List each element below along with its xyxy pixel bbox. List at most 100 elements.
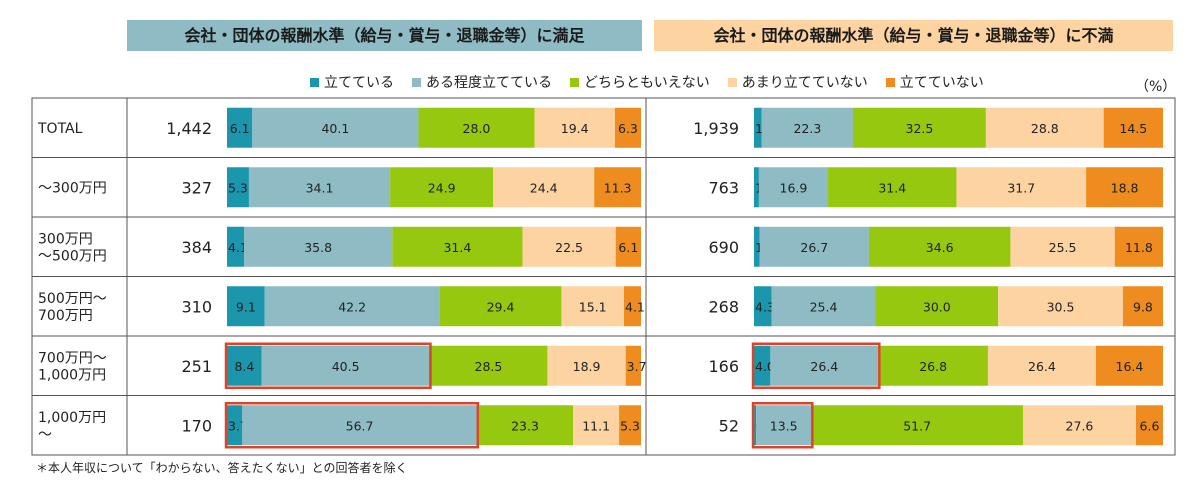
bar-segment	[1135, 405, 1163, 446]
legend-label: あまり立てていない	[741, 75, 868, 91]
bar-segment	[1022, 405, 1136, 446]
sample-size-label: 251	[181, 357, 212, 376]
bar-segment	[1086, 167, 1163, 208]
footnote: ＊本人年収について「わからない、答えたくない」との回答者を除く	[36, 461, 408, 475]
bar-segment	[754, 345, 771, 386]
bar-segment	[573, 405, 620, 446]
data-label: 3.7	[627, 359, 647, 374]
bar-segment	[429, 345, 548, 386]
bar-segment	[614, 107, 641, 148]
data-label: 18.9	[573, 359, 601, 374]
bar-segment	[547, 345, 626, 386]
data-label: 5.3	[228, 180, 248, 195]
data-label: 6.6	[1140, 418, 1160, 433]
bar-segment	[227, 286, 265, 327]
data-label: 30.0	[923, 299, 951, 314]
bar-segment	[594, 167, 641, 208]
bar-segment	[242, 405, 477, 446]
legend-item: どちらともいえない	[570, 72, 710, 92]
legend-label: 立てている	[324, 75, 394, 91]
data-label: 9.1	[236, 299, 256, 314]
data-label: 6.3	[618, 121, 638, 136]
row-category-label: 700万円	[38, 308, 93, 324]
legend-swatch	[885, 77, 895, 87]
bar-segment	[1122, 286, 1163, 327]
bar-segment	[756, 405, 812, 446]
data-label: 4.1	[228, 240, 248, 255]
legend-item: 立てている	[310, 72, 394, 92]
bar-segment	[998, 286, 1123, 327]
left-panel-title: 会社・団体の報酬水準（給与・賞与・退職金等）に満足	[127, 20, 642, 51]
data-label: 11.8	[1125, 240, 1153, 255]
data-label: 9.8	[1133, 299, 1153, 314]
sample-size-label: 384	[181, 238, 212, 257]
data-label: 6.1	[618, 240, 638, 255]
data-label: 40.5	[332, 359, 360, 374]
data-label: 22.5	[555, 240, 583, 255]
legend-swatch	[412, 77, 421, 87]
data-label: 4.0	[755, 359, 775, 374]
legend-label: ある程度立てている	[426, 75, 552, 91]
data-label: 29.4	[487, 299, 515, 314]
data-label: 13.5	[770, 418, 798, 433]
bar-segment	[227, 167, 249, 208]
row-category-label: 1,000万円	[38, 367, 106, 383]
bar-segment	[625, 345, 641, 386]
row-category-label: 700万円～	[38, 350, 107, 366]
legend-item: あまり立てていない	[727, 72, 868, 92]
bar-segment	[619, 405, 641, 446]
data-label: 5.3	[620, 418, 640, 433]
row-category-label: 300万円	[38, 231, 93, 247]
bar-segment	[534, 107, 615, 148]
bar-segment	[1114, 226, 1163, 267]
bar-segment	[624, 286, 641, 327]
data-label: 26.7	[800, 240, 828, 255]
bar-segment	[227, 107, 253, 148]
highlight-box	[751, 342, 881, 389]
data-label: 32.5	[906, 121, 934, 136]
row-category-label: ～	[38, 427, 52, 443]
bar-segment	[522, 226, 616, 267]
bar-segment	[868, 226, 1011, 267]
data-label: 28.5	[475, 359, 503, 374]
sample-size-label: 268	[708, 297, 739, 316]
data-label: 31.4	[878, 180, 906, 195]
bar-segment	[561, 286, 625, 327]
sample-size-label: 1,939	[693, 119, 739, 138]
data-label: 16.9	[780, 180, 808, 195]
data-label: 4.1	[625, 299, 645, 314]
data-label: 24.4	[530, 180, 558, 195]
row-category-label: TOTAL	[37, 121, 83, 137]
unit-label: （%）	[1135, 79, 1177, 95]
row-category-label: 500万円～	[38, 291, 107, 307]
bar-segment	[252, 107, 419, 148]
bar-segment	[956, 167, 1087, 208]
bar-segment	[261, 345, 430, 386]
data-label: 18.8	[1111, 180, 1139, 195]
data-label: 40.1	[321, 121, 349, 136]
sample-size-label: 1,442	[166, 119, 212, 138]
data-label: 31.4	[443, 240, 471, 255]
data-label: 6.1	[230, 121, 250, 136]
data-label: 28.0	[463, 121, 491, 136]
bar-segment	[811, 405, 1023, 446]
data-label: 11.1	[582, 418, 610, 433]
sample-size-label: 763	[708, 178, 739, 197]
bar-segment	[243, 226, 393, 267]
data-label: 34.6	[926, 240, 954, 255]
data-label: 24.9	[428, 180, 456, 195]
legend-label: 立てていない	[899, 75, 984, 91]
bar-segment	[493, 167, 595, 208]
bar-segment	[878, 345, 988, 386]
bar-segment	[418, 107, 535, 148]
bar-segment	[392, 226, 523, 267]
bar-segment	[761, 107, 853, 148]
sample-size-label: 170	[181, 416, 212, 435]
legend-swatch	[570, 77, 579, 87]
bar-segment	[1095, 345, 1163, 386]
bar-segment	[758, 167, 829, 208]
bar-segment	[754, 405, 757, 446]
legend-item: 立てていない	[885, 72, 984, 92]
bar-segment	[1103, 107, 1163, 148]
bar-segment	[476, 405, 574, 446]
